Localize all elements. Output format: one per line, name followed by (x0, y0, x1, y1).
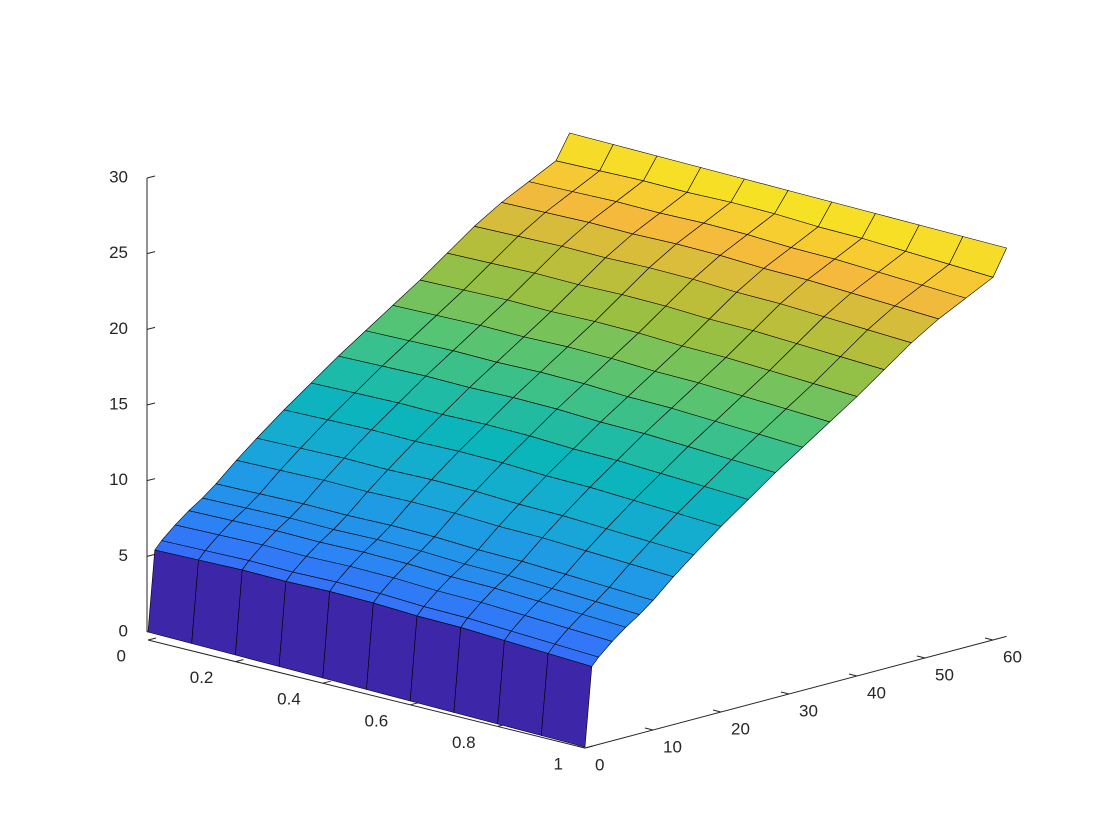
z-tick (146, 402, 156, 406)
y-tick (848, 673, 858, 677)
z-tick-label: 0 (119, 621, 128, 640)
x-tick-label: 0.4 (277, 690, 301, 709)
y-axis (584, 635, 1007, 749)
surface-patch (147, 549, 199, 644)
surface-patch (322, 591, 374, 690)
z-tick-label: 5 (119, 546, 128, 565)
y-tick (916, 655, 926, 659)
z-tick-label: 10 (109, 470, 128, 489)
surface-patch (235, 569, 287, 667)
z-tick-label: 20 (109, 319, 128, 338)
x-tick (147, 637, 157, 641)
surface-patch (540, 653, 593, 748)
y-tick-label: 50 (935, 665, 954, 684)
z-tick (146, 553, 156, 557)
x-tick-label: 0.8 (452, 733, 476, 752)
y-tick (712, 709, 722, 713)
y-tick (984, 637, 994, 641)
y-tick (576, 745, 586, 749)
surface-patch (278, 581, 330, 679)
y-tick (644, 727, 654, 731)
x-tick-label: 0 (117, 646, 126, 665)
surface-patch (409, 615, 462, 713)
y-tick-label: 0 (595, 755, 604, 774)
y-tick-label: 10 (663, 737, 682, 756)
x-tick-label: 0.2 (190, 668, 214, 687)
surface-patch (453, 627, 505, 725)
z-tick (146, 478, 156, 482)
x-tick-label: 0.6 (365, 711, 389, 730)
y-tick-label: 20 (731, 719, 750, 738)
z-tick (146, 175, 156, 179)
y-tick-label: 60 (1003, 647, 1022, 666)
y-tick-label: 40 (867, 683, 886, 702)
z-tick-label: 25 (109, 243, 128, 262)
y-tick-label: 30 (799, 701, 818, 720)
z-tick (146, 326, 156, 330)
x-tick-label: 1 (554, 754, 563, 773)
z-tick-label: 30 (109, 167, 128, 186)
z-tick (146, 251, 156, 255)
y-tick (780, 691, 790, 695)
surface-patch (191, 559, 243, 656)
x-tick (322, 680, 331, 684)
surface-patch (366, 602, 418, 702)
x-tick (584, 745, 594, 749)
x-axis (147, 639, 586, 749)
x-tick (235, 659, 244, 663)
z-tick-label: 15 (109, 394, 128, 413)
x-tick (410, 702, 419, 706)
surface-patch (497, 640, 549, 736)
